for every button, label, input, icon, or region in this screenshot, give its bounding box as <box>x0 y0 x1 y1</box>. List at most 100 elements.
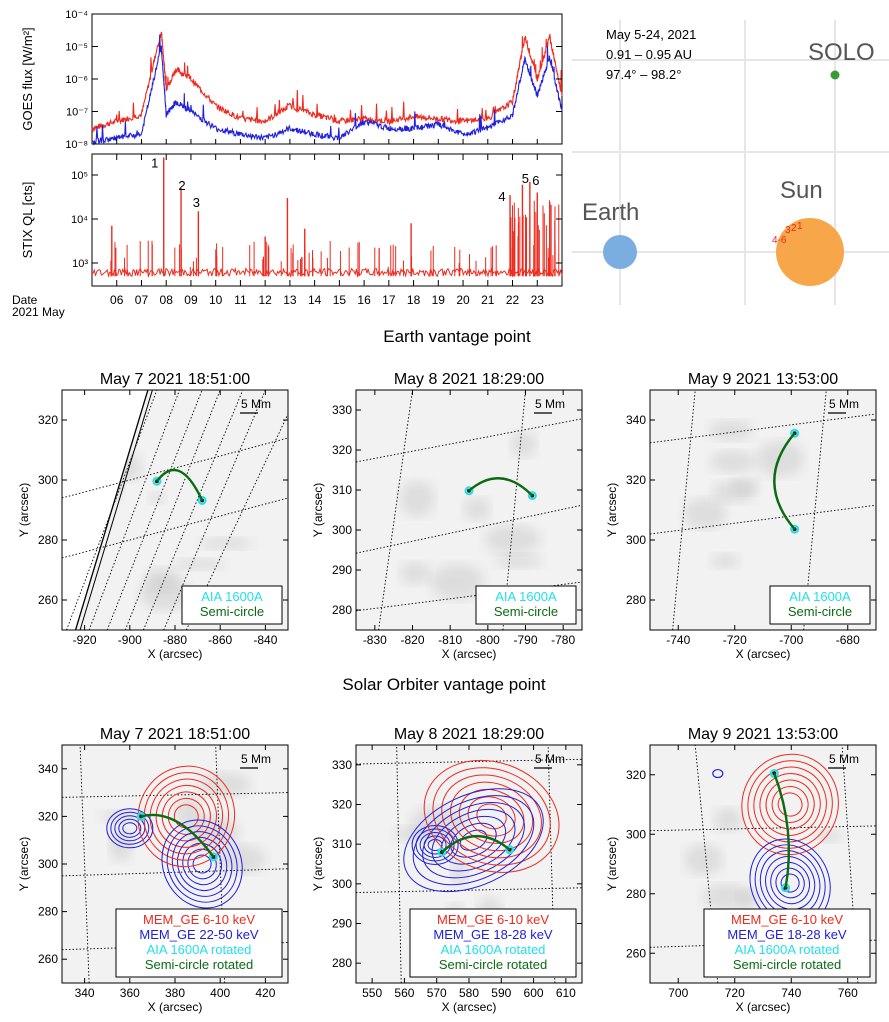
ytick-label: 320 <box>332 798 352 812</box>
ytick-label: 280 <box>332 603 352 617</box>
aia-footpoint <box>790 428 800 438</box>
xtick-label: 360 <box>120 986 140 1000</box>
xtick-label: 340 <box>75 986 95 1000</box>
panel-title: May 8 2021 18:29:00 <box>394 726 544 743</box>
contour-red <box>747 760 833 849</box>
xtick-label: -740 <box>666 633 690 647</box>
ytick-label: 280 <box>626 593 646 607</box>
solar-limb <box>79 390 153 630</box>
heliographic-grid-line <box>396 745 402 983</box>
semi-circle-loop <box>773 773 791 889</box>
xtick-label: -860 <box>208 633 232 647</box>
ytick-label: 290 <box>332 917 352 931</box>
stix-ytick-label: 10⁴ <box>71 214 88 226</box>
contour-blue <box>161 819 243 909</box>
section-title-earth: Earth vantage point <box>383 327 531 346</box>
ytick-label: 290 <box>332 563 352 577</box>
off-limb-region <box>62 390 148 630</box>
xtick-label: -900 <box>118 633 142 647</box>
aia-footpoint <box>527 491 537 501</box>
ytick-label: 300 <box>626 827 646 841</box>
image-panel-earth-2: May 8 2021 18:29:005 Mm-830 -820 -810 -800-… <box>311 371 583 661</box>
xtick-label: -820 <box>400 633 424 647</box>
image-panel-solo-1: May 7 2021 18:51:00 5 Mm 340 360 380 400 420 26… <box>17 726 289 1014</box>
legend-entry: Semi-circle rotated <box>733 957 841 972</box>
gray-feature <box>713 807 743 832</box>
legend-entry: MEM_GE 18-28 keV <box>727 927 847 942</box>
xtick-label: -720 <box>723 633 747 647</box>
gray-feature <box>108 826 133 862</box>
goes-panel: 10⁻⁸ 10⁻⁷ 10⁻⁶ 10⁻⁵ 10⁻⁴ GOES flux [W/m²] <box>20 9 563 151</box>
contour-blue <box>431 808 516 872</box>
stix-peak-label: 3 <box>193 195 200 210</box>
xtick-label: 580 <box>459 986 479 1000</box>
aia-footpoint <box>437 847 447 857</box>
goes-ytick-label: 10⁻⁵ <box>65 42 88 54</box>
contour-red <box>137 765 236 868</box>
yaxis-label: Y (arcsec) <box>605 483 619 537</box>
xtick-label: 550 <box>362 986 382 1000</box>
xtick-label: -830 <box>363 633 387 647</box>
panel-frame <box>649 389 877 631</box>
contour-blue <box>403 788 544 893</box>
ytick-label: 300 <box>38 473 58 487</box>
scale-bar-label: 5 Mm <box>535 752 565 766</box>
gray-feature <box>708 420 754 441</box>
ytick-label: 320 <box>38 809 58 823</box>
ytick-label: 260 <box>626 946 646 960</box>
xaxis-label: X (arcsec) <box>736 647 791 661</box>
heliographic-grid-line <box>650 413 876 444</box>
ytick-label: 330 <box>332 758 352 772</box>
heliographic-grid-line <box>62 497 288 559</box>
contour-blue <box>415 828 455 862</box>
gray-feature <box>709 450 757 473</box>
heliographic-grid-line <box>142 390 244 630</box>
day-tick-label: 06 <box>110 293 124 307</box>
yaxis-label: Y (arcsec) <box>17 837 31 891</box>
legend-entry: MEM_GE 6-10 keV <box>437 912 549 927</box>
date-sublabel: 2021 May <box>12 305 65 319</box>
legend-entry: Semi-circle <box>788 604 852 619</box>
legend-entry: Semi-circle <box>200 604 264 619</box>
contour-blue <box>770 861 810 905</box>
heliographic-grid-line <box>672 390 696 630</box>
xtick-label: 720 <box>725 986 745 1000</box>
xtick-label: -800 <box>476 633 500 647</box>
day-tick-labels: 06 07 08 09 10 11 12 13 14 15 16 17 18 19 20 21 22 23 <box>110 154 544 307</box>
panel-title: May 9 2021 13:53:00 <box>688 371 838 388</box>
yaxis-label: Y (arcsec) <box>311 483 325 537</box>
xtick-label: -780 <box>551 633 575 647</box>
semi-circle-loop <box>441 834 511 853</box>
day-tick-label: 10 <box>209 293 223 307</box>
orbit-info-line-3: 97.4° – 98.2° <box>606 67 681 82</box>
ytick-label: 320 <box>38 413 58 427</box>
yaxis-label: Y (arcsec) <box>17 483 31 537</box>
legend-box <box>409 908 577 978</box>
gray-feature <box>483 524 541 554</box>
contour-red <box>161 791 211 842</box>
goes-ytick-label: 10⁻⁷ <box>66 107 88 119</box>
earth-disk <box>603 235 637 269</box>
day-tick-label: 19 <box>432 293 446 307</box>
image-panels: May 7 2021 18:51:00 5 Mm -920 -900 -880 -860 -… <box>17 371 877 1014</box>
heliographic-grid-line <box>62 437 288 499</box>
legend-entry: MEM_GE 6-10 keV <box>731 912 843 927</box>
goes-ytick-label: 10⁻⁴ <box>65 9 88 21</box>
semi-circle-loop <box>773 432 796 530</box>
day-tick-label: 15 <box>333 293 347 307</box>
gray-feature <box>173 558 226 571</box>
day-tick-label: 17 <box>382 293 396 307</box>
xtick-label: -680 <box>836 633 860 647</box>
contour-red <box>441 774 542 859</box>
gray-feature <box>494 553 542 569</box>
contour-blue <box>412 795 535 886</box>
stix-peak-label: 2 <box>178 178 185 193</box>
contour-blue <box>450 822 497 858</box>
goes-line-red <box>91 31 563 133</box>
contour-blue <box>110 811 150 845</box>
panel-title: May 8 2021 18:29:00 <box>394 371 544 388</box>
sun-mark-4-6: 4-6 <box>772 235 787 246</box>
legend-entry: AIA 1600A rotated <box>147 942 252 957</box>
contour-red <box>423 759 560 873</box>
gray-feature <box>175 795 202 827</box>
